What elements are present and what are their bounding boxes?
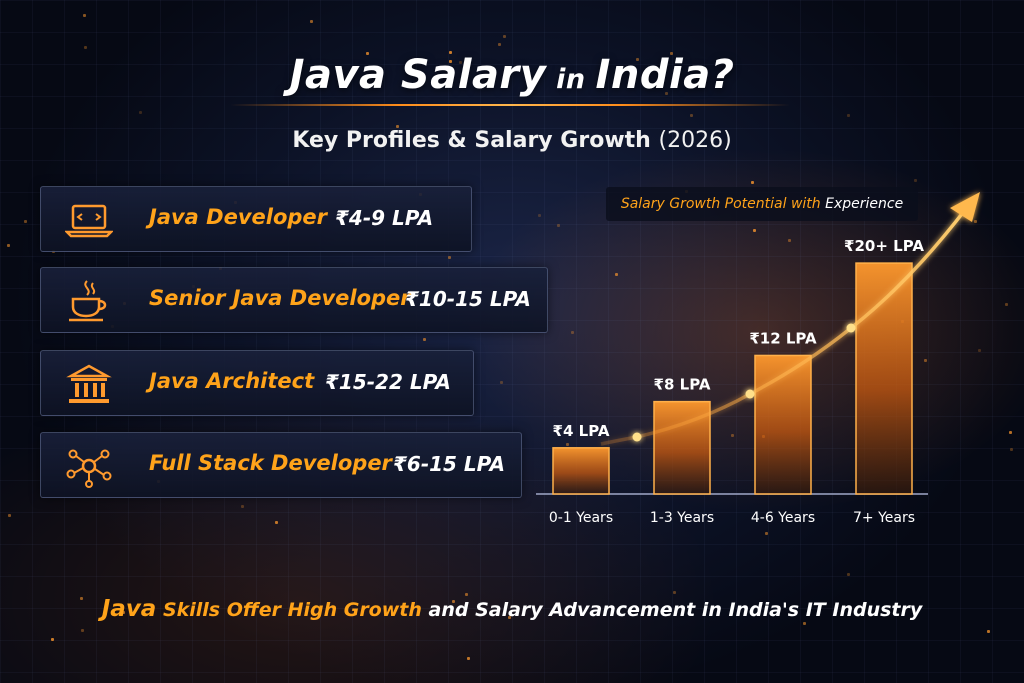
particle-dot xyxy=(449,60,452,63)
particle-dot xyxy=(690,114,693,117)
particle-dot xyxy=(500,381,503,384)
particle-dot xyxy=(465,593,468,596)
trend-point xyxy=(632,432,642,442)
particle-dot xyxy=(803,622,806,625)
profile-name: Senior Java Developer xyxy=(149,286,411,310)
particle-dot xyxy=(571,331,574,334)
bar-value-label: ₹8 LPA xyxy=(654,376,711,394)
footer-tagline: Java Skills Offer High Growth and Salary… xyxy=(101,596,923,622)
profile-card-java-developer: Java Developer ₹4-9 LPA xyxy=(40,186,472,252)
particle-dot xyxy=(731,434,734,437)
particle-dot xyxy=(51,638,54,641)
profile-salary: ₹6-15 LPA xyxy=(393,452,505,476)
particle-dot xyxy=(1009,431,1012,434)
profile-name: Java Developer xyxy=(149,205,328,229)
particle-dot xyxy=(538,214,541,217)
particle-dot xyxy=(847,114,850,117)
architecture-building-icon xyxy=(66,364,112,403)
trend-point xyxy=(846,323,856,333)
particle-dot xyxy=(139,111,142,114)
profile-card-senior-java-developer: Senior Java Developer ₹10-15 LPA xyxy=(40,267,548,333)
particle-dot xyxy=(275,521,278,524)
particle-dot xyxy=(636,58,639,61)
particle-dot xyxy=(1005,303,1008,306)
profile-card-full-stack-developer: Full Stack Developer ₹6-15 LPA xyxy=(40,432,522,498)
java-cup-icon xyxy=(69,280,107,322)
bar-value-label: ₹12 LPA xyxy=(749,329,817,347)
particle-dot xyxy=(753,229,756,232)
particle-dot xyxy=(673,591,676,594)
particle-dot xyxy=(459,61,462,64)
particle-dot xyxy=(987,630,990,633)
page-subtitle: Key Profiles & Salary Growth (2026) xyxy=(292,128,732,153)
particle-dot xyxy=(1010,448,1013,451)
particle-dot xyxy=(366,52,369,55)
particle-dot xyxy=(751,181,754,184)
trend-point xyxy=(745,389,755,399)
particle-dot xyxy=(396,125,399,128)
particle-dot xyxy=(81,629,84,632)
particle-dot xyxy=(478,85,481,88)
particle-dot xyxy=(670,52,673,55)
category-label: 1-3 Years xyxy=(650,510,714,526)
category-label: 4-6 Years xyxy=(751,510,815,526)
particle-dot xyxy=(978,349,981,352)
bar-value-label: ₹4 LPA xyxy=(553,422,610,440)
particle-dot xyxy=(448,256,451,259)
profile-salary: ₹10-15 LPA xyxy=(405,287,531,311)
profile-name: Full Stack Developer xyxy=(149,451,392,475)
particle-dot xyxy=(452,600,455,603)
particle-dot xyxy=(765,532,768,535)
profile-name: Java Architect xyxy=(149,369,315,393)
trend-arrowhead xyxy=(950,192,980,222)
particle-dot xyxy=(310,20,313,23)
particle-dot xyxy=(80,597,83,600)
particle-dot xyxy=(503,35,506,38)
laptop-icon xyxy=(65,204,113,238)
particle-dot xyxy=(566,443,569,446)
particle-dot xyxy=(665,92,668,95)
particle-dot xyxy=(423,338,426,341)
particle-dot xyxy=(914,179,917,182)
particle-dot xyxy=(557,224,560,227)
particle-dot xyxy=(508,616,511,619)
particle-dot xyxy=(615,273,618,276)
particle-dot xyxy=(788,239,791,242)
particle-dot xyxy=(8,514,11,517)
category-label: 7+ Years xyxy=(853,510,915,526)
bar-value-label: ₹20+ LPA xyxy=(844,237,924,255)
particle-dot xyxy=(241,505,244,508)
network-nodes-icon xyxy=(66,449,112,488)
particle-dot xyxy=(924,359,927,362)
particle-dot xyxy=(498,43,501,46)
title-underline xyxy=(230,104,790,106)
particle-dot xyxy=(467,657,470,660)
particle-dot xyxy=(847,573,850,576)
particle-dot xyxy=(449,51,452,54)
particle-dot xyxy=(974,220,977,223)
particle-dot xyxy=(7,244,10,247)
profile-card-java-architect: Java Architect ₹15-22 LPA xyxy=(40,350,474,416)
particle-dot xyxy=(24,220,27,223)
bar-0-1-years xyxy=(552,447,610,495)
chart-title: Salary Growth Potential with Experience xyxy=(606,187,918,221)
page-title: Java Salary in India? xyxy=(289,52,735,98)
bar-4-6-years xyxy=(754,354,812,495)
particle-dot xyxy=(83,14,86,17)
profile-salary: ₹15-22 LPA xyxy=(325,370,451,394)
profile-salary: ₹4-9 LPA xyxy=(335,206,434,230)
particle-dot xyxy=(84,46,87,49)
category-label: 0-1 Years xyxy=(549,510,613,526)
particle-dot xyxy=(122,611,125,614)
